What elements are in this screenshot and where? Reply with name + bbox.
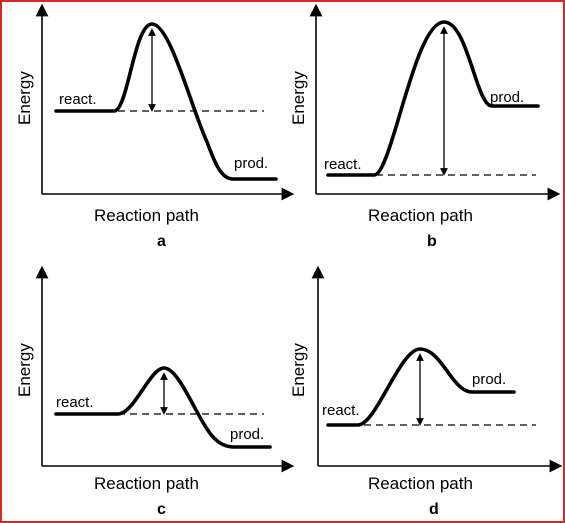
energy-curve [326, 347, 516, 427]
y-axis-label: Energy [15, 71, 34, 125]
panel-a: react. prod. Energy Reaction path a [15, 3, 295, 250]
energy-curve [54, 366, 272, 449]
product-label: prod. [490, 89, 524, 106]
y-axis-label: Energy [15, 343, 34, 397]
product-label: prod. [234, 155, 268, 172]
panel-c: react. prod. Energy Reaction path c [15, 265, 295, 518]
panel-letter: c [157, 501, 166, 518]
reactant-label: react. [59, 91, 97, 108]
panel-letter: a [157, 233, 166, 250]
panel-b: react. prod. Energy Reaction path b [289, 3, 561, 250]
y-axis-label: Energy [289, 343, 308, 397]
energy-curve [326, 20, 540, 177]
x-axis-label: Reaction path [94, 206, 199, 225]
product-label: prod. [230, 426, 264, 443]
reactant-label: react. [324, 156, 362, 173]
product-label: prod. [472, 371, 506, 388]
y-axis-label: Energy [289, 71, 308, 125]
x-axis-label: Reaction path [368, 206, 473, 225]
reactant-label: react. [322, 402, 360, 419]
x-axis-label: Reaction path [94, 474, 199, 493]
panel-letter: b [427, 233, 437, 250]
reactant-label: react. [56, 394, 94, 411]
x-axis-label: Reaction path [368, 474, 473, 493]
panel-letter: d [429, 501, 439, 518]
energy-curve [54, 22, 278, 181]
panel-d: react. prod. Energy Reaction path d [289, 265, 563, 518]
